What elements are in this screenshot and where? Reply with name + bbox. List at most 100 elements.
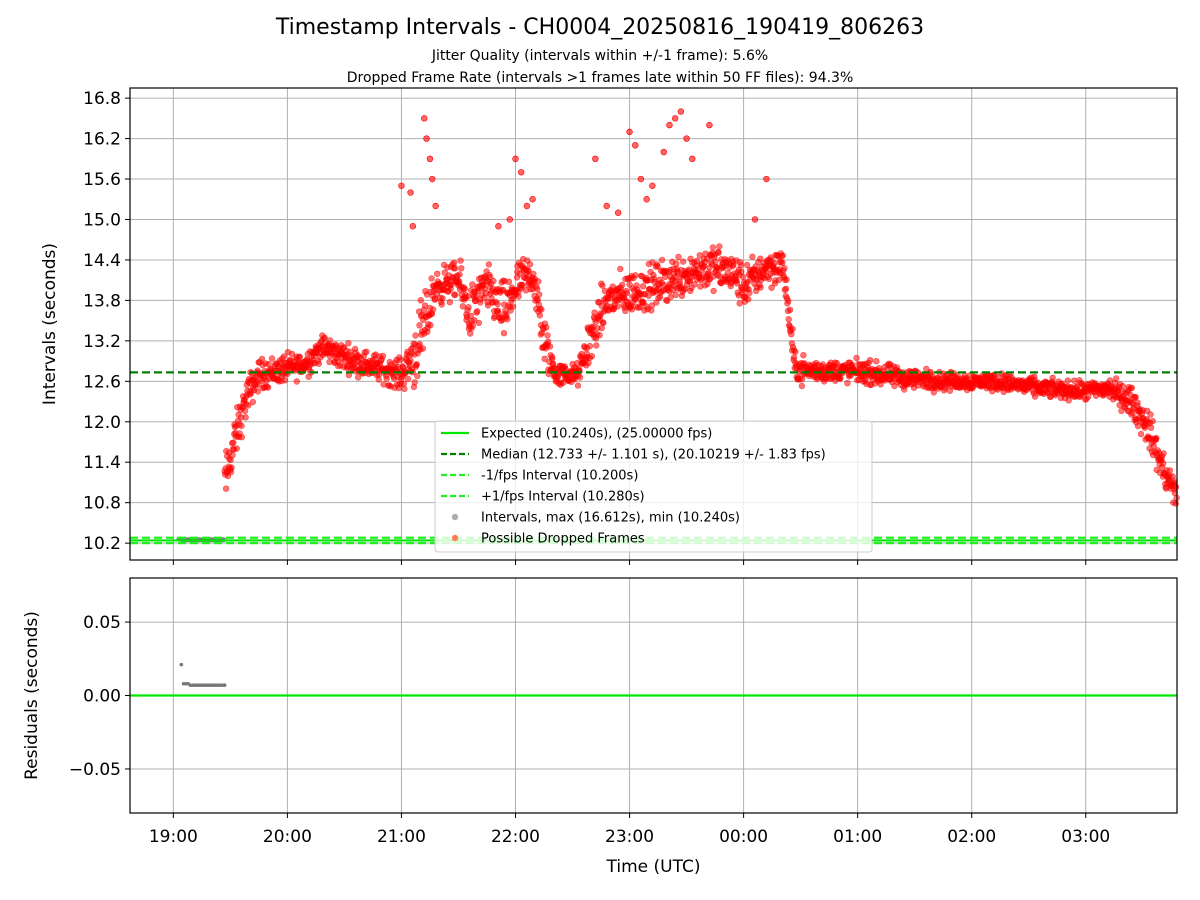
dropped-frame-outlier-point <box>409 223 417 230</box>
residual-point <box>179 662 184 667</box>
x-axis-label: Time (UTC) <box>606 857 701 877</box>
dropped-frame-point <box>379 352 387 360</box>
dropped-frame-point <box>288 350 296 358</box>
dropped-frame-point <box>431 296 439 303</box>
dropped-frame-point <box>469 281 476 288</box>
intervals-legend: Expected (10.240s), (25.00000 fps) Median… <box>434 420 873 553</box>
dropped-frame-point <box>451 265 459 272</box>
dropped-frame-outlier-point <box>421 115 428 122</box>
legend-label: Expected (10.240s), (25.00000 fps) <box>481 427 712 442</box>
dropped-frame-point <box>1147 411 1154 418</box>
dropped-frame-point <box>526 261 534 268</box>
dropped-frame-point <box>245 402 252 409</box>
dropped-frame-point <box>614 303 621 310</box>
dropped-frame-outlier-point <box>523 202 531 210</box>
dropped-frame-point <box>1119 383 1127 390</box>
dropped-frame-point <box>363 348 370 355</box>
dropped-frame-point <box>779 259 786 266</box>
dropped-frame-point <box>596 332 603 339</box>
dropped-frame-outlier-point <box>429 175 436 183</box>
dropped-frame-point <box>238 434 246 441</box>
dropped-frame-point <box>1166 467 1174 474</box>
dropped-frame-point <box>737 262 744 269</box>
dropped-frame-outlier-point <box>529 196 536 203</box>
dropped-frame-point <box>757 255 764 262</box>
dropped-frame-point <box>434 270 441 277</box>
dropped-frame-point <box>654 263 661 270</box>
legend-marker-swatch <box>451 534 459 542</box>
dropped-frame-point <box>538 306 545 313</box>
x-tick-label: 21:00 <box>377 827 426 847</box>
dropped-frame-outlier-point <box>423 135 430 142</box>
dropped-frame-outlier-point <box>706 121 713 129</box>
dropped-frame-point <box>599 319 607 326</box>
dropped-frame-point <box>427 322 434 329</box>
intervals-y-tick-label: 16.8 <box>83 89 121 109</box>
legend-marker-swatch <box>451 513 459 521</box>
dropped-frame-point <box>749 253 756 260</box>
dropped-frame-point <box>296 353 303 361</box>
dropped-frame-outlier-point <box>517 169 525 176</box>
dropped-frame-outlier-point <box>649 182 656 189</box>
dropped-frame-point <box>229 451 236 459</box>
chart-title: Timestamp Intervals - CH0004_20250816_19… <box>275 15 925 40</box>
dropped-frame-point <box>585 359 592 367</box>
dropped-frame-point <box>457 257 464 264</box>
dropped-frame-point <box>401 385 408 393</box>
dropped-frame-point <box>785 297 792 305</box>
dropped-frame-point <box>1031 373 1038 380</box>
dropped-frame-point <box>477 299 484 306</box>
dropped-frame-point <box>345 340 352 347</box>
dropped-frame-point <box>254 388 262 395</box>
dropped-frame-point <box>1150 442 1158 450</box>
dropped-frame-point <box>228 464 235 471</box>
dropped-frame-point <box>586 342 594 350</box>
dropped-frame-point <box>465 304 472 311</box>
dropped-frame-point <box>429 306 437 313</box>
dropped-frame-point <box>485 261 493 268</box>
legend-label: -1/fps Interval (10.200s) <box>481 469 638 484</box>
dropped-frame-point <box>428 275 435 282</box>
dropped-frame-point <box>452 291 459 299</box>
dropped-frame-point <box>1031 393 1039 400</box>
dropped-frame-point <box>1049 374 1056 381</box>
dropped-frame-point <box>779 252 786 259</box>
x-tick-label: 20:00 <box>263 827 312 847</box>
dropped-frame-point <box>622 307 629 314</box>
dropped-frame-point <box>233 445 240 452</box>
dropped-frame-point <box>264 384 272 391</box>
dropped-frame-point <box>509 303 517 310</box>
dropped-frame-point <box>1137 430 1145 438</box>
dropped-frame-point <box>543 324 550 331</box>
dropped-frame-outlier-point <box>626 128 633 136</box>
dropped-frame-point <box>535 278 542 285</box>
residuals-y-axis-label: Residuals (seconds) <box>22 611 42 780</box>
dropped-frame-point <box>790 354 798 361</box>
dropped-frame-point <box>1160 450 1167 457</box>
dropped-frame-point <box>873 358 880 365</box>
dropped-frame-point <box>475 319 483 327</box>
dropped-frame-point <box>414 372 421 380</box>
dropped-frame-outlier-point <box>506 216 513 223</box>
dropped-frame-point <box>738 268 745 275</box>
dropped-frame-point <box>648 302 656 309</box>
dropped-frame-point <box>658 256 666 264</box>
dropped-frame-point <box>775 276 783 284</box>
dropped-frame-point <box>788 331 795 338</box>
dropped-frame-point <box>1065 397 1072 404</box>
dropped-frame-point <box>710 287 717 295</box>
dropped-frame-point <box>782 285 790 292</box>
dropped-frame-point <box>1064 377 1072 384</box>
dropped-frame-outlier-point <box>677 108 685 115</box>
dropped-frame-point <box>768 284 775 291</box>
dropped-frame-point <box>451 259 458 266</box>
dropped-frame-point <box>866 357 874 364</box>
intervals-points <box>176 108 1180 543</box>
dropped-frame-point <box>691 281 698 288</box>
dropped-frame-point <box>464 293 472 300</box>
residuals-y-tick-label: 0.05 <box>83 613 121 633</box>
dropped-frame-point <box>255 381 262 389</box>
dropped-frame-outlier-point <box>683 135 690 142</box>
dropped-frame-point <box>518 281 526 288</box>
dropped-frame-point <box>416 322 423 329</box>
